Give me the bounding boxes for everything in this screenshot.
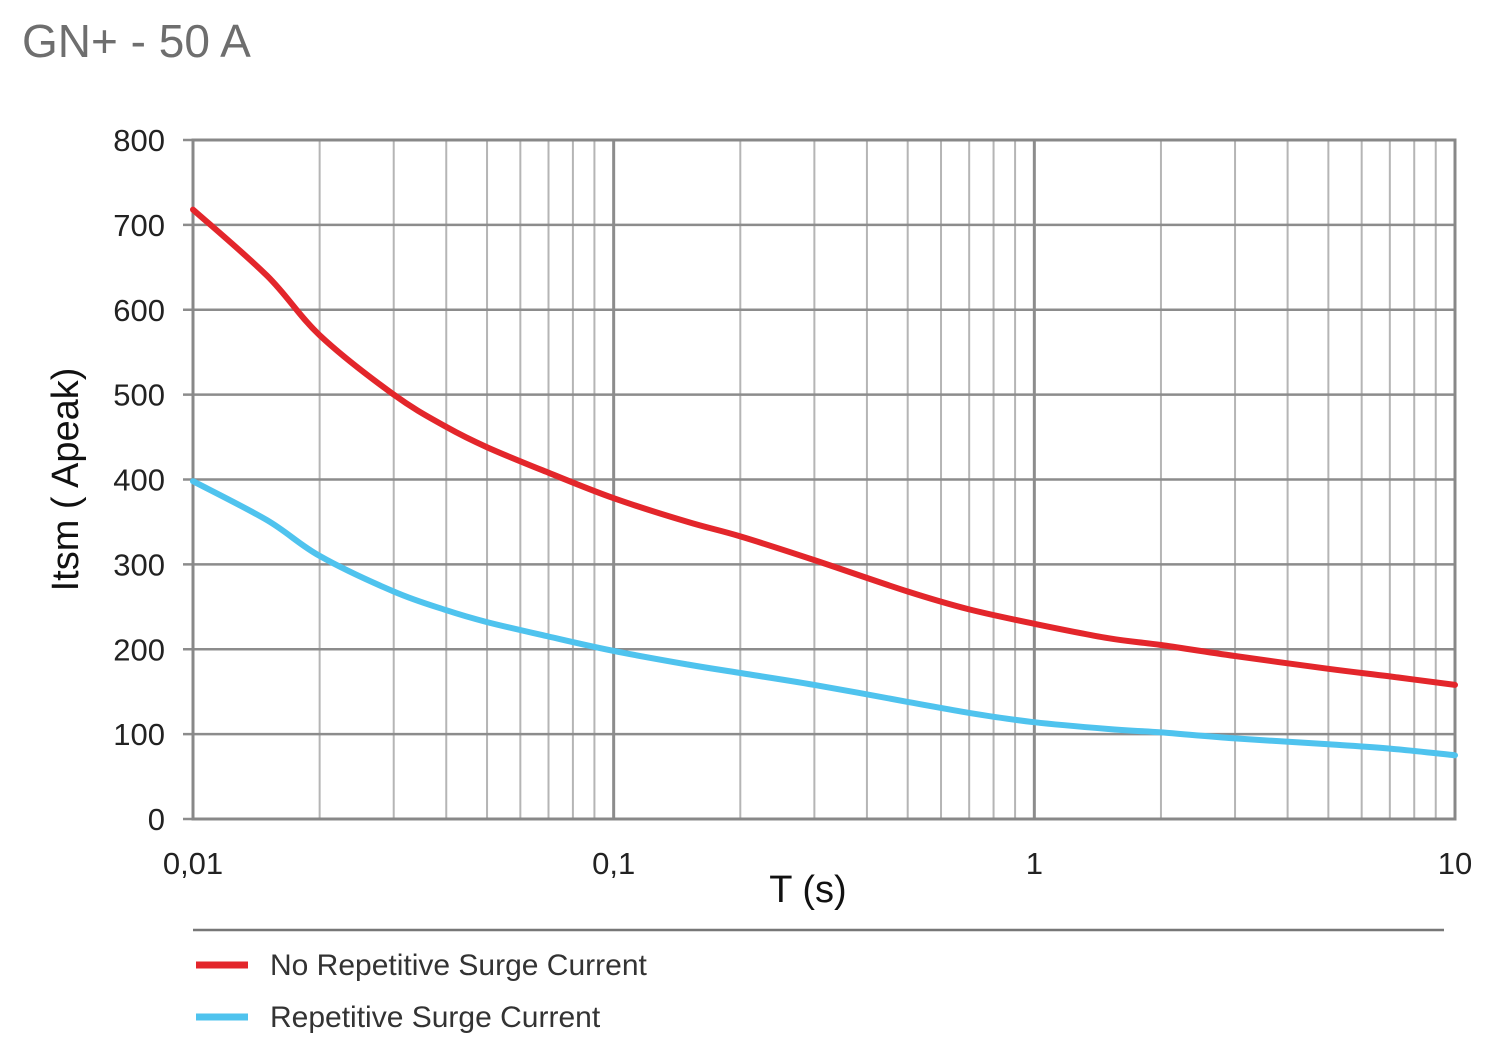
- y-tick-label: 400: [113, 463, 165, 498]
- y-tick-label: 600: [113, 293, 165, 328]
- x-tick-label: 0,01: [163, 846, 223, 881]
- series-line-1: [190, 206, 1458, 688]
- y-tick-label: 500: [113, 378, 165, 413]
- series-line-2: [190, 478, 1458, 759]
- x-tick-label: 10: [1438, 846, 1472, 881]
- y-tick-label: 100: [113, 717, 165, 752]
- legend-label-2: Repetitive Surge Current: [270, 1001, 601, 1034]
- chart-title: GN+ - 50 A: [22, 15, 251, 67]
- x-tick-label: 1: [1026, 846, 1043, 881]
- legend-label-1: No Repetitive Surge Current: [270, 949, 648, 982]
- x-tick-labels: 0,01 0,1 1 10: [163, 846, 1472, 881]
- y-tick-label: 0: [148, 802, 165, 837]
- legend: No Repetitive Surge Current Repetitive Su…: [196, 949, 648, 1034]
- series-lines: [190, 206, 1458, 759]
- x-axis-title: T (s): [769, 869, 846, 911]
- grid: [183, 138, 1455, 821]
- x-tick-label: 0,1: [592, 846, 635, 881]
- y-tick-label: 700: [113, 208, 165, 243]
- y-tick-labels: 0 100 200 300 400 500 600 700 800: [113, 123, 165, 837]
- y-tick-label: 200: [113, 632, 165, 667]
- y-tick-label: 300: [113, 547, 165, 582]
- y-tick-label: 800: [113, 123, 165, 158]
- y-axis-title: Itsm ( Apeak): [45, 368, 87, 592]
